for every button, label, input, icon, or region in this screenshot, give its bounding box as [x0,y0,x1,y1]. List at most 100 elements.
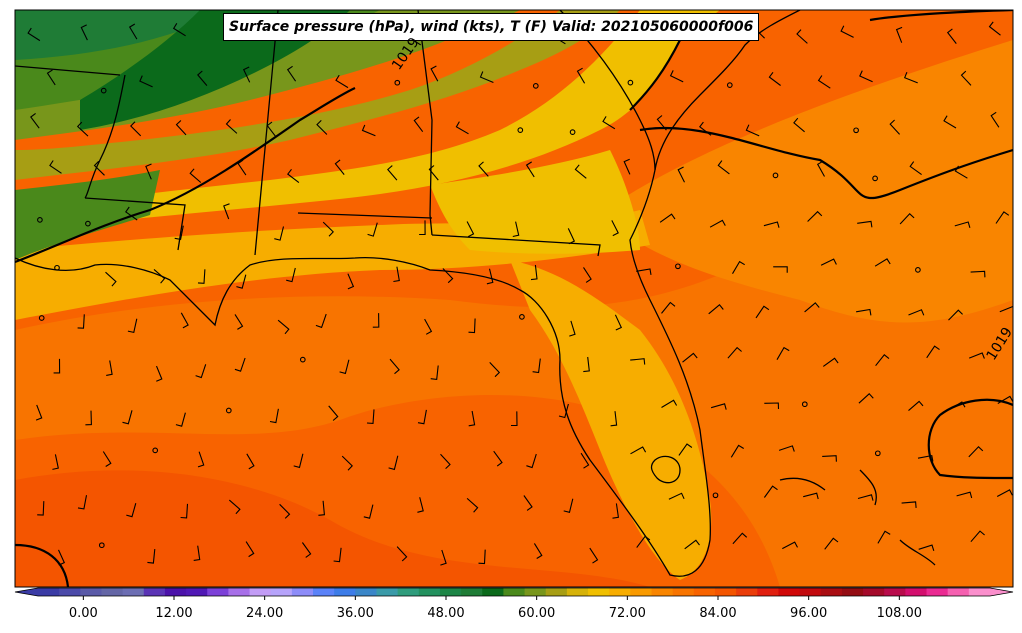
wind-barb [442,268,454,284]
calm-wind-circle [627,79,634,86]
wind-barb [316,120,328,135]
wind-barb [145,163,152,180]
wind-barb [996,489,1013,497]
wind-barb [236,274,247,289]
calm-wind-circle [394,79,401,86]
calm-wind-circle [801,401,808,408]
wind-barb [366,409,375,424]
wind-barb [277,319,290,335]
wind-barb [857,220,873,228]
wind-barb [245,541,255,558]
wind-barb [363,504,374,519]
wind-barb [486,268,494,285]
wind-barb [908,309,925,316]
wind-barb [858,393,874,404]
wind-barb [612,503,620,519]
wind-barb [763,485,778,498]
wind-barb [30,112,40,129]
calm-wind-circle [517,127,524,133]
wind-barb [417,409,427,425]
wind-barbs [27,19,1013,566]
wind-barb [328,405,339,421]
colorbar-tick-label: 12.00 [155,606,193,621]
wind-barb [875,354,890,367]
colorbar-outline [14,587,1014,597]
wind-barb [341,455,353,471]
calm-wind-circle [874,450,881,457]
wind-barb [899,213,915,225]
wind-barb [995,211,1010,224]
wind-barb [105,271,117,287]
colorbar-segment [947,588,970,596]
wind-barb [803,492,819,500]
colorbar-segment [355,588,377,596]
calm-wind-circle [675,263,681,270]
wind-barb [954,165,968,179]
wind-barb [764,402,780,410]
wind-barb [180,312,189,329]
calm-wind-circle [532,83,539,89]
temp-band-68b [430,150,640,254]
wind-barb [822,357,839,367]
wind-barb [523,495,533,511]
wind-barb [796,29,808,44]
colorbar-segment [38,588,60,596]
temp-band-lower-left [15,170,160,260]
wind-barb [322,221,334,237]
wind-barb [669,70,684,83]
temp-band-55 [15,10,230,60]
wind-barb [943,115,957,129]
wind-barb [180,503,189,519]
state-border-ga-fl [431,234,601,257]
wind-barb [274,226,285,241]
wind-barb [493,450,503,467]
wind-barb [174,225,184,241]
wind-barb [147,549,156,564]
temp-band-gulf-warm [15,470,650,587]
colorbar-segment [143,588,166,596]
colorbar-segment [609,588,631,596]
colorbar-segment [270,588,293,596]
wind-barb [389,358,400,375]
wind-barb [699,121,712,136]
wind-barb [816,160,825,177]
wind-barb [956,491,973,499]
wind-barb [106,360,113,376]
wind-barb [678,443,693,456]
gulf-coastline [15,169,711,577]
wind-barb [85,410,92,426]
wind-barb [580,452,590,469]
wind-barb [997,395,1013,404]
wind-barb [901,501,917,508]
isobar-1019-top [869,10,1013,22]
colorbar-tick-label: 96.00 [790,606,828,621]
calm-wind-circle [772,172,779,179]
wind-barb [710,403,727,410]
wind-barb [661,301,676,314]
wind-barb [80,24,88,41]
colorbar-tick-label: 84.00 [699,606,737,621]
colorbar-segment [397,588,420,596]
colorbar-segment [926,588,949,596]
wind-barb [315,313,327,329]
wind-barb [466,221,475,238]
wind-barb [630,358,646,365]
colorbar-segment [439,588,462,596]
colorbar-segment [59,588,81,596]
wind-barb [576,67,586,84]
wind-barb [533,543,543,559]
wind-barb [745,124,760,137]
wind-barb [732,532,748,545]
colorbar-segment [376,588,399,596]
calm-wind-circle [100,87,107,94]
wind-barb [128,23,138,40]
colorbar-segment [291,588,314,596]
colorbar-segment [651,588,674,596]
wind-barb [630,446,647,455]
wind-barb [372,313,380,328]
wind-barb [333,547,342,563]
wind-barb [334,159,345,175]
wind-barb [682,352,698,363]
wind-barb [988,21,1001,36]
colorbar-segment [122,588,145,596]
